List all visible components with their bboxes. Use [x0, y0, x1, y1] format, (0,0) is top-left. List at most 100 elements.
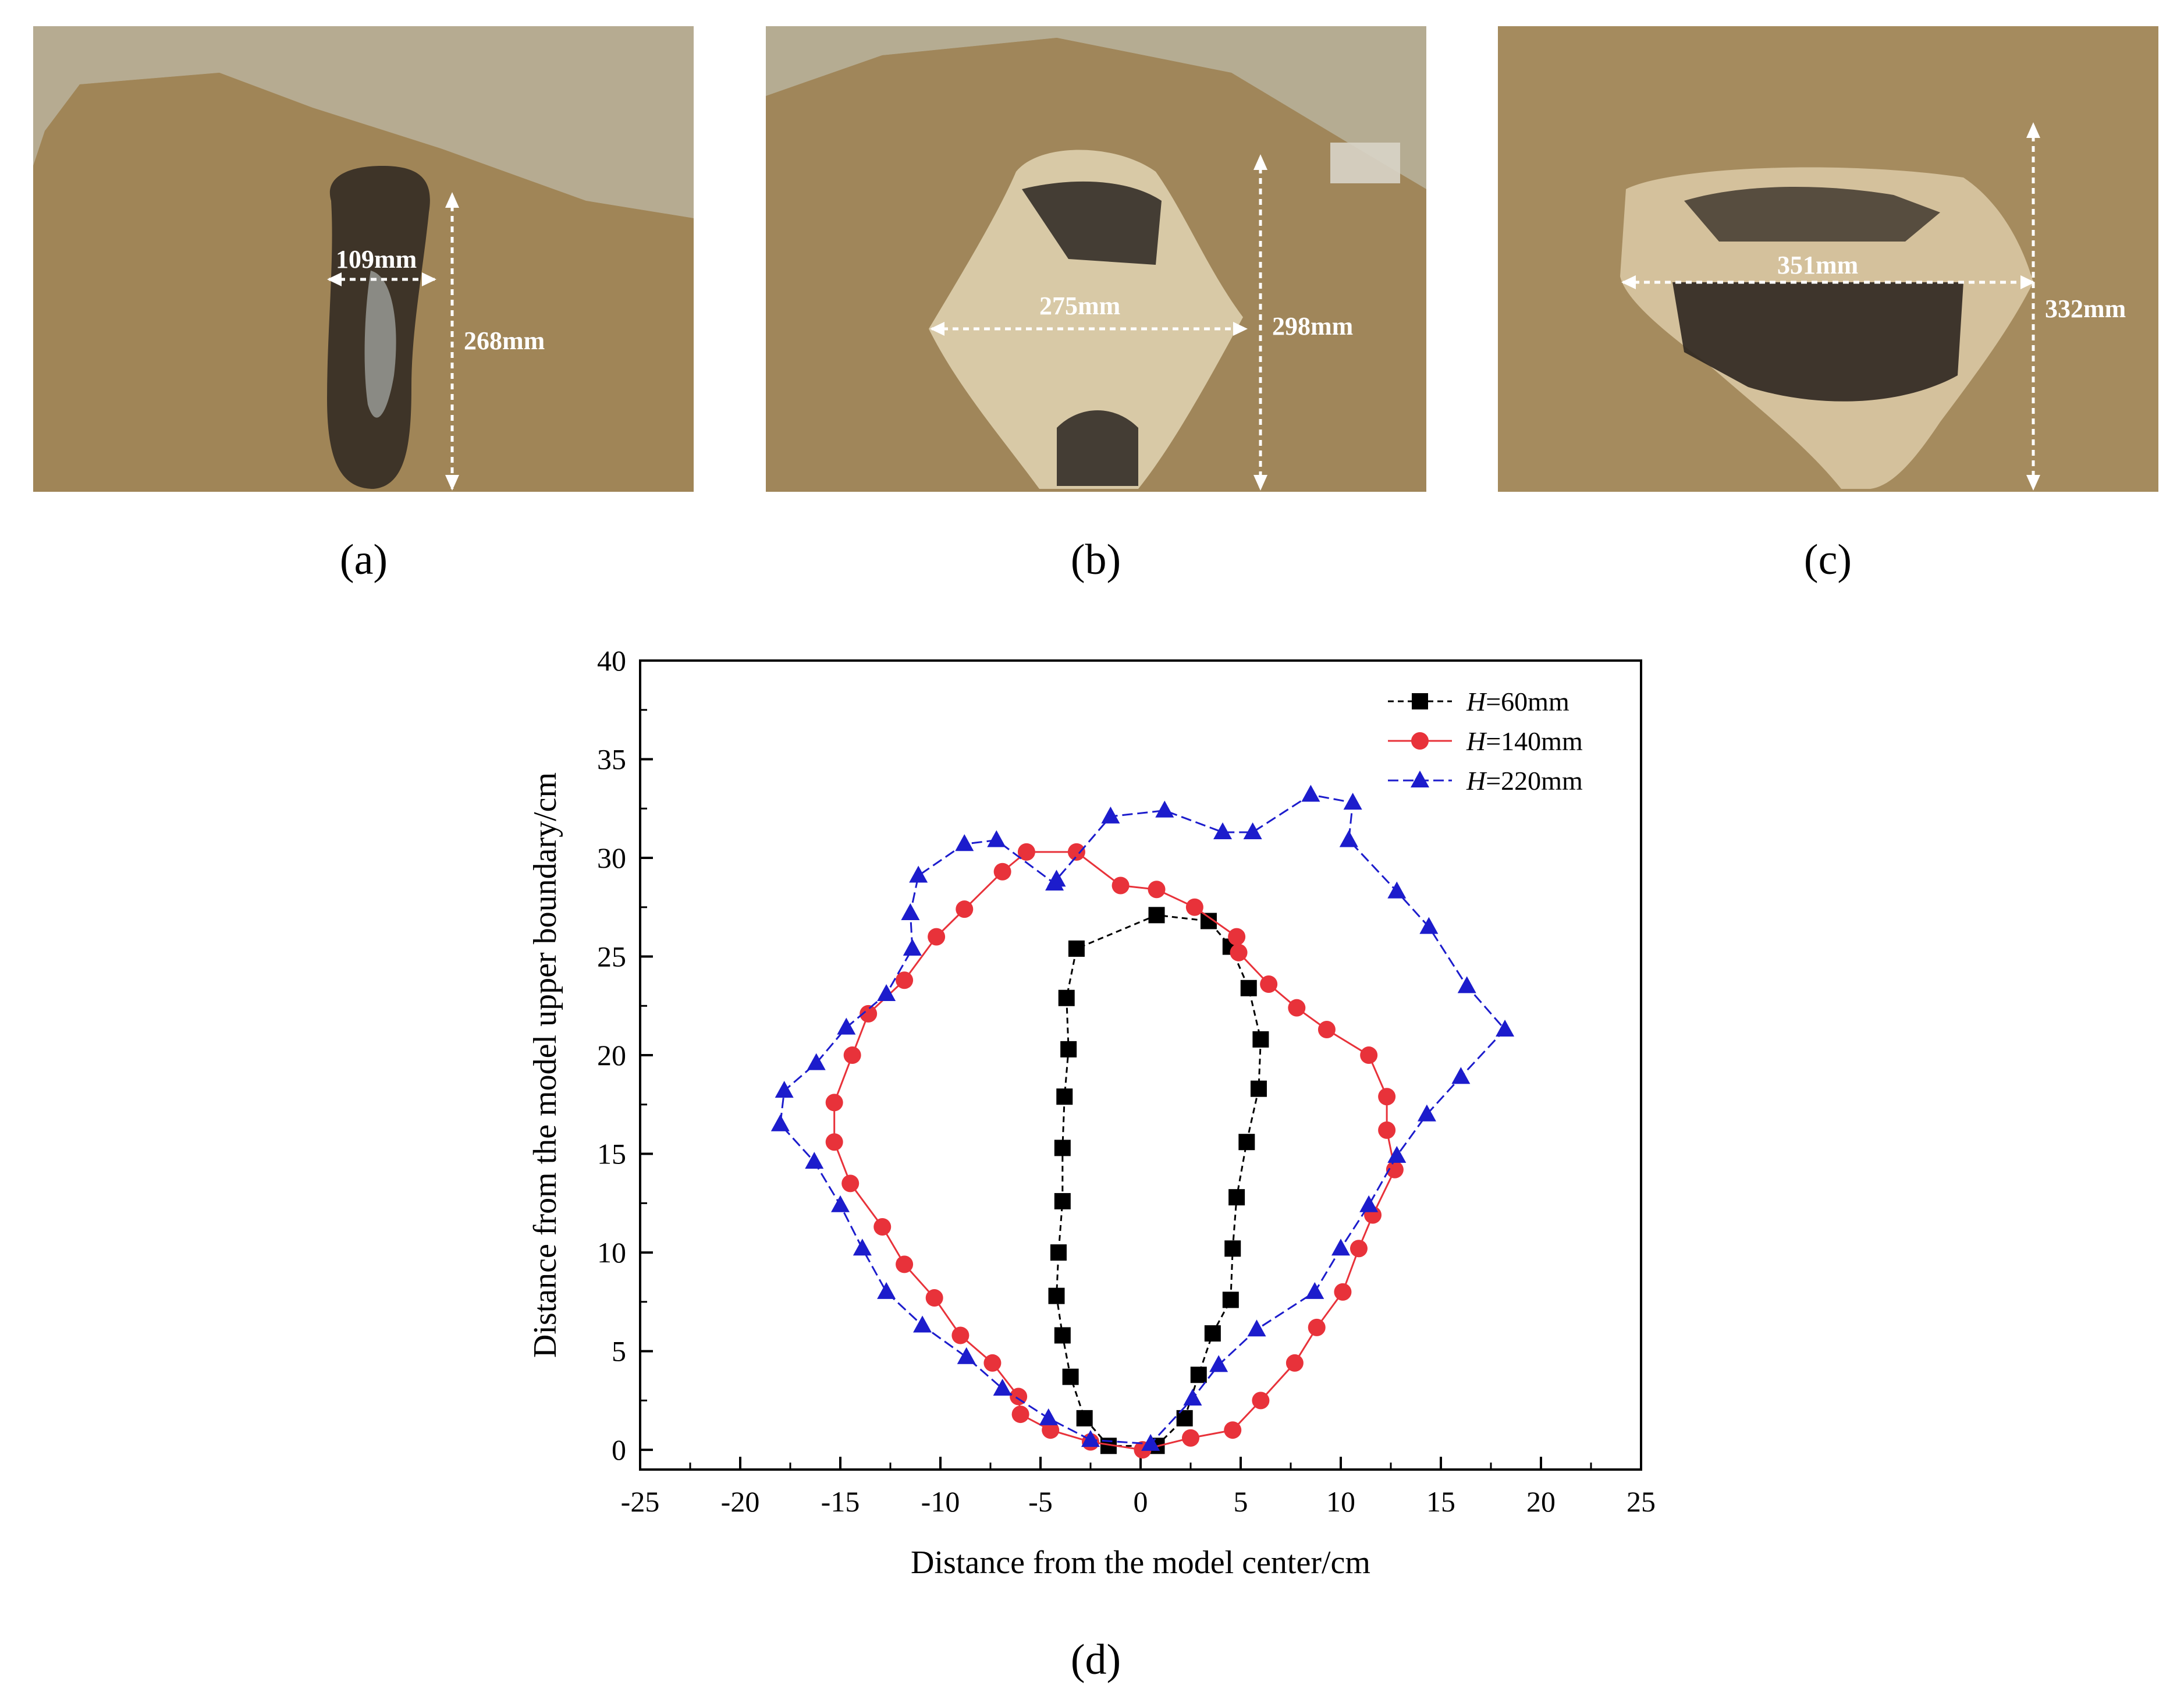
- data-point: [1451, 1067, 1471, 1084]
- data-point: [1308, 1318, 1326, 1336]
- data-point: [1209, 1355, 1228, 1372]
- y-tick-label: 25: [597, 941, 626, 973]
- data-point: [1260, 975, 1278, 993]
- data-point: [1252, 1392, 1270, 1410]
- data-point: [1417, 1104, 1436, 1122]
- arrow-left-icon: [930, 322, 944, 336]
- data-point: [1496, 1019, 1515, 1037]
- data-point: [1048, 1287, 1065, 1304]
- data-point: [1419, 917, 1439, 934]
- data-point: [1190, 1367, 1207, 1383]
- data-point: [825, 1094, 843, 1112]
- data-point: [1011, 1406, 1029, 1424]
- data-point: [1359, 1195, 1379, 1212]
- arrow-down-icon: [2026, 475, 2040, 491]
- data-point: [825, 1133, 843, 1151]
- data-point: [987, 830, 1006, 847]
- x-tick-label: 10: [1326, 1485, 1355, 1518]
- data-point: [983, 1354, 1002, 1372]
- data-point: [1238, 1134, 1255, 1151]
- y-tick-label: 15: [597, 1138, 626, 1170]
- y-tick-label: 0: [612, 1433, 626, 1466]
- arrow-up-icon: [445, 192, 459, 208]
- x-tick-label: 20: [1526, 1485, 1556, 1518]
- data-point: [1213, 822, 1233, 839]
- width-measure-label: 109mm: [336, 245, 417, 274]
- data-point: [1185, 898, 1203, 916]
- series-line: [1056, 914, 1262, 1447]
- data-point: [1387, 881, 1407, 899]
- x-tick-label: 0: [1134, 1485, 1148, 1518]
- data-point: [1056, 1088, 1073, 1105]
- panel-label-d: (d): [1070, 1636, 1121, 1684]
- legend-marker: [1412, 693, 1428, 709]
- x-tick-label: -5: [1028, 1485, 1053, 1518]
- arrow-down-icon: [445, 475, 459, 491]
- y-axis-title: Distance from the model upper boundary/c…: [527, 772, 563, 1358]
- arrow-right-icon: [1233, 322, 1248, 336]
- data-point: [1042, 1421, 1060, 1439]
- data-point: [993, 863, 1011, 881]
- x-tick-label: -20: [721, 1485, 760, 1518]
- data-point: [903, 938, 922, 956]
- panel-label-b: (b): [1070, 536, 1121, 584]
- data-point: [1148, 881, 1166, 899]
- data-point: [1224, 1421, 1242, 1439]
- data-point: [1288, 999, 1306, 1017]
- data-point: [1067, 843, 1085, 861]
- data-point: [1334, 1283, 1352, 1301]
- data-point: [951, 1326, 970, 1344]
- data-point: [1054, 1193, 1071, 1209]
- data-point: [1050, 1244, 1067, 1261]
- data-point: [837, 1017, 856, 1035]
- x-axis-title: Distance from the model center/cm: [911, 1545, 1370, 1581]
- x-tick-label: -10: [921, 1485, 960, 1518]
- data-point: [853, 1238, 872, 1256]
- data-point: [957, 1347, 976, 1364]
- series-2: [825, 843, 1404, 1459]
- legend: H=60mm H=140mm H=220mm: [1388, 687, 1583, 796]
- arrow-up-icon: [1253, 154, 1267, 170]
- data-point: [901, 903, 920, 920]
- legend-marker: [1411, 732, 1429, 750]
- data-point: [1111, 876, 1130, 895]
- data-point: [928, 928, 946, 946]
- data-point: [1285, 1354, 1304, 1372]
- y-tick-label: 40: [597, 644, 626, 677]
- data-point: [955, 834, 974, 851]
- data-point: [1343, 793, 1362, 810]
- data-point: [1301, 785, 1320, 802]
- data-point: [770, 1114, 790, 1131]
- legend-label: H=60mm: [1466, 687, 1569, 716]
- data-point: [1252, 1031, 1269, 1048]
- data-point: [873, 1218, 892, 1236]
- arrow-left-icon: [327, 272, 342, 286]
- x-tick-label: 15: [1426, 1485, 1455, 1518]
- arrow-down-icon: [1253, 475, 1267, 491]
- data-point: [1047, 870, 1066, 887]
- data-point: [775, 1081, 794, 1098]
- data-point: [1339, 830, 1358, 847]
- data-point: [860, 1005, 878, 1023]
- panel-label-a: (a): [339, 536, 388, 584]
- photo-panel-c: 351mm 332mm: [1498, 26, 2158, 492]
- arrow-right-icon: [422, 272, 436, 286]
- height-measure-label: 332mm: [2045, 294, 2126, 323]
- photo-panel-b: 275mm 298mm: [766, 26, 1426, 492]
- photo-a-image: 109mm 268mm: [33, 26, 694, 492]
- data-point: [1155, 800, 1174, 818]
- arrow-up-icon: [2026, 122, 2040, 138]
- data-point: [1222, 1291, 1239, 1308]
- y-tick-label: 20: [597, 1039, 626, 1071]
- data-point: [896, 1255, 914, 1273]
- legend-label: H=140mm: [1466, 726, 1583, 756]
- data-point: [1068, 940, 1085, 957]
- y-tick-label: 5: [612, 1335, 626, 1368]
- legend-marker: [1411, 771, 1429, 787]
- data-point: [1387, 1145, 1407, 1163]
- data-point: [925, 1289, 943, 1307]
- series-line: [833, 851, 1396, 1451]
- height-measure-label: 298mm: [1272, 312, 1353, 340]
- data-point: [913, 1315, 932, 1333]
- data-point: [1101, 806, 1120, 824]
